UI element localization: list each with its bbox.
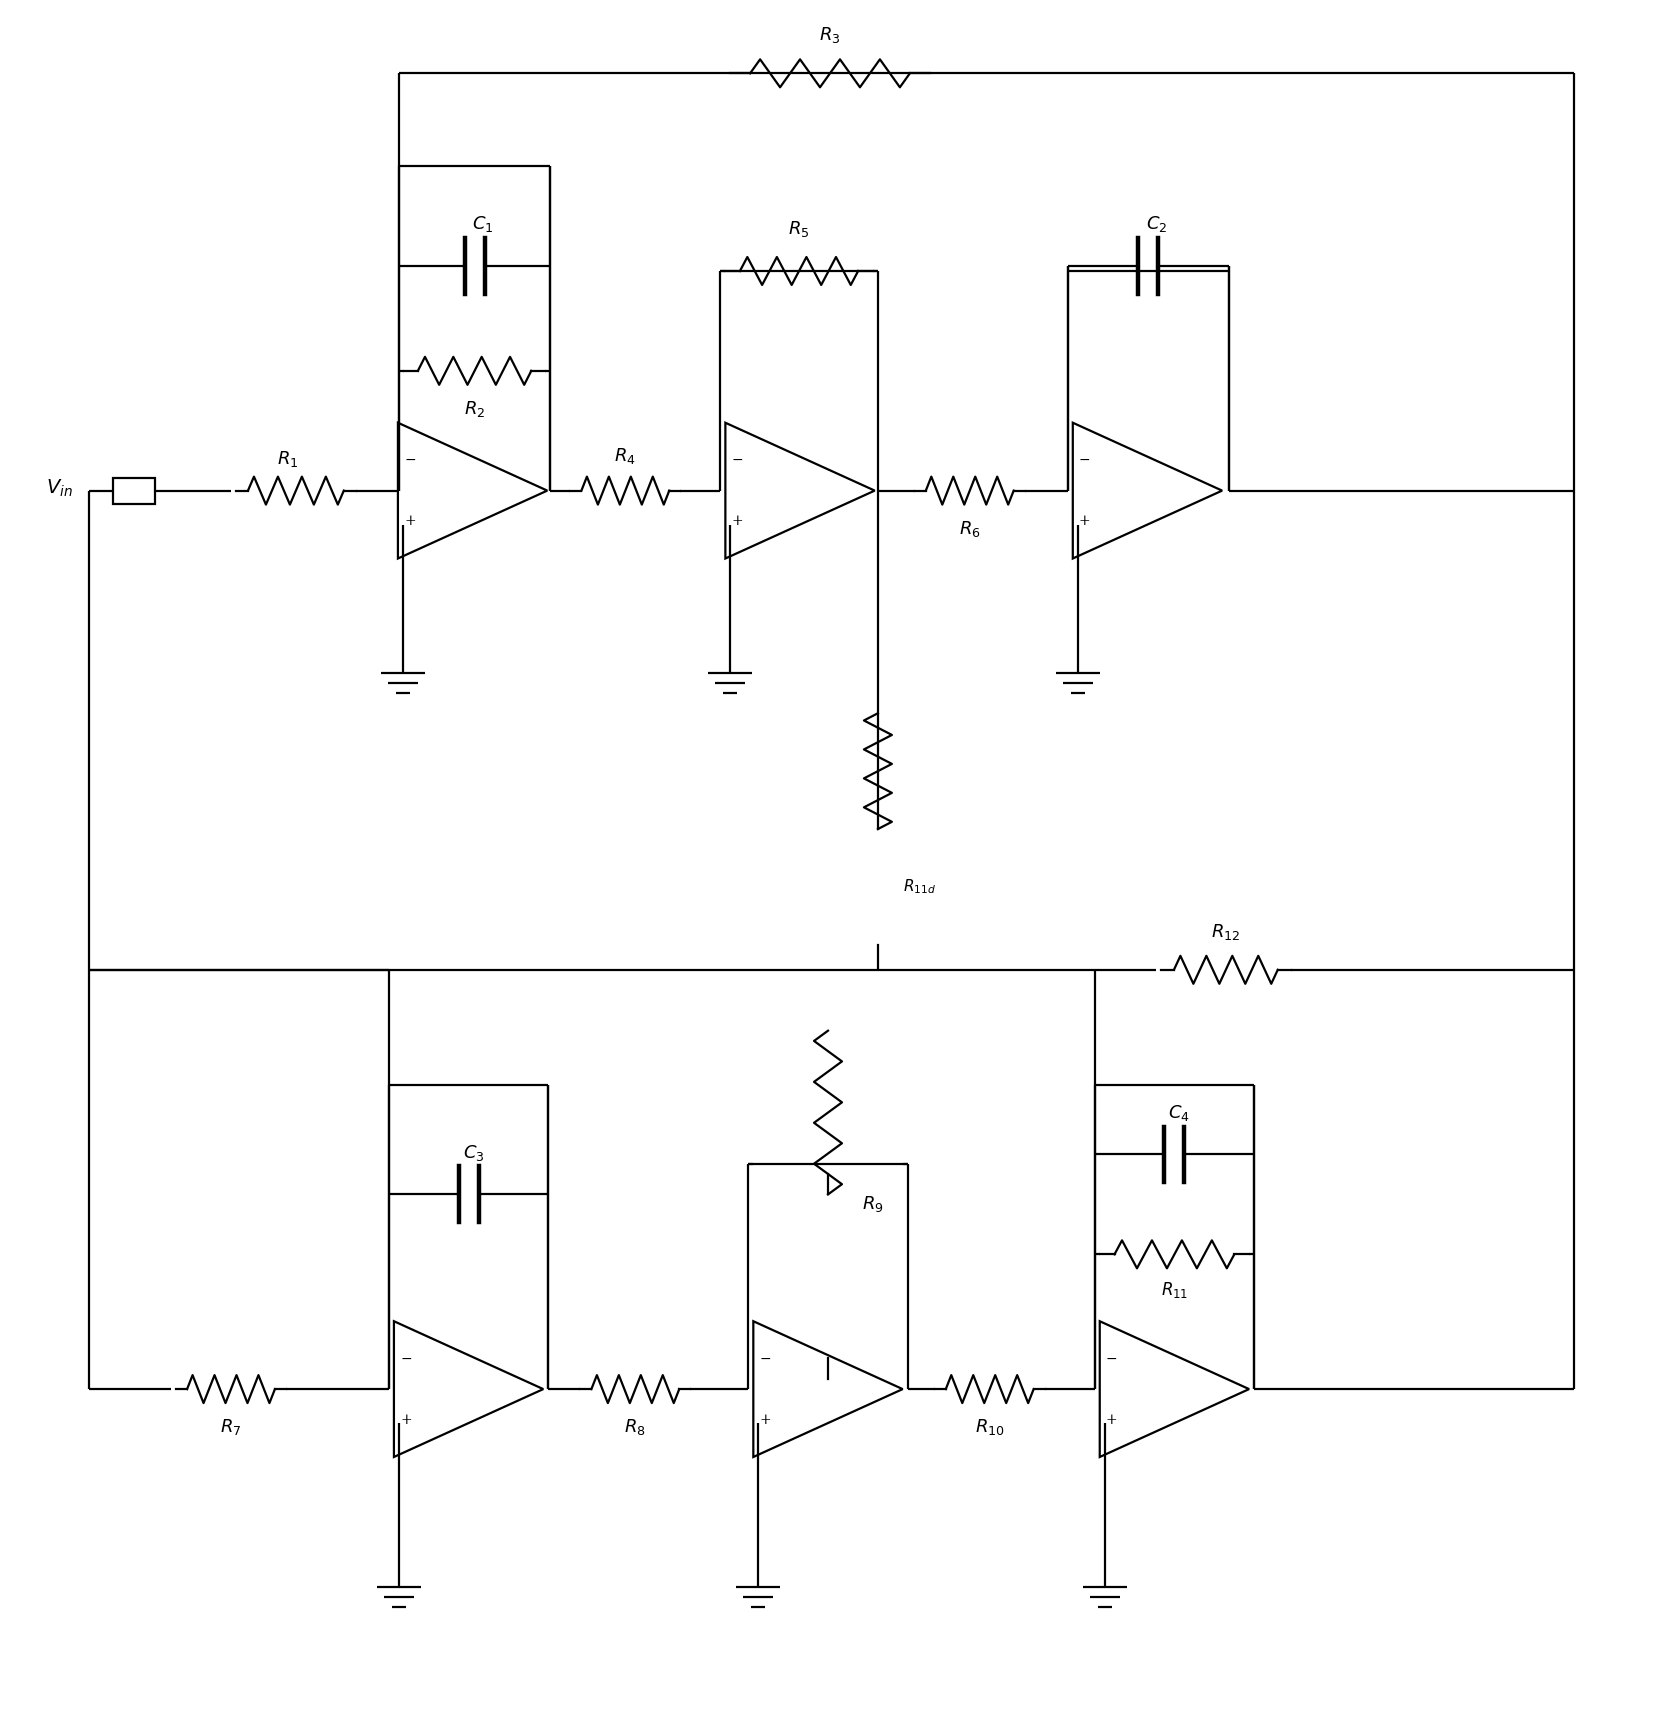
Text: +: + — [759, 1412, 771, 1426]
Text: +: + — [404, 514, 416, 529]
Text: $R_5$: $R_5$ — [789, 219, 810, 240]
Text: $R_{12}$: $R_{12}$ — [1211, 921, 1241, 942]
Text: +: + — [731, 514, 744, 529]
Text: $R_8$: $R_8$ — [625, 1418, 646, 1436]
Text: −: − — [759, 1351, 771, 1366]
Text: −: − — [399, 1351, 411, 1366]
Text: $R_{11d}$: $R_{11d}$ — [903, 878, 936, 897]
Text: +: + — [1079, 514, 1090, 529]
Text: −: − — [731, 454, 744, 467]
Text: $C_1$: $C_1$ — [472, 214, 494, 235]
Text: $R_{11}$: $R_{11}$ — [1162, 1281, 1188, 1301]
Text: $R_6$: $R_6$ — [959, 519, 981, 539]
Text: $R_4$: $R_4$ — [615, 445, 636, 466]
Bar — [113, 478, 156, 503]
Text: $R_1$: $R_1$ — [277, 449, 298, 469]
Text: +: + — [399, 1412, 411, 1426]
Text: $C_4$: $C_4$ — [1168, 1103, 1190, 1123]
Text: −: − — [1079, 454, 1090, 467]
Text: $R_7$: $R_7$ — [220, 1418, 242, 1436]
Text: $C_3$: $C_3$ — [462, 1142, 484, 1162]
Text: −: − — [1105, 1351, 1117, 1366]
Text: $C_2$: $C_2$ — [1145, 214, 1167, 235]
Text: $R_2$: $R_2$ — [464, 399, 486, 419]
Text: $R_{10}$: $R_{10}$ — [974, 1418, 1004, 1436]
Text: −: − — [404, 454, 416, 467]
Text: $R_9$: $R_9$ — [862, 1195, 883, 1214]
Text: $V_{in}$: $V_{in}$ — [46, 478, 73, 500]
Text: $R_3$: $R_3$ — [819, 26, 840, 46]
Text: +: + — [1105, 1412, 1117, 1426]
